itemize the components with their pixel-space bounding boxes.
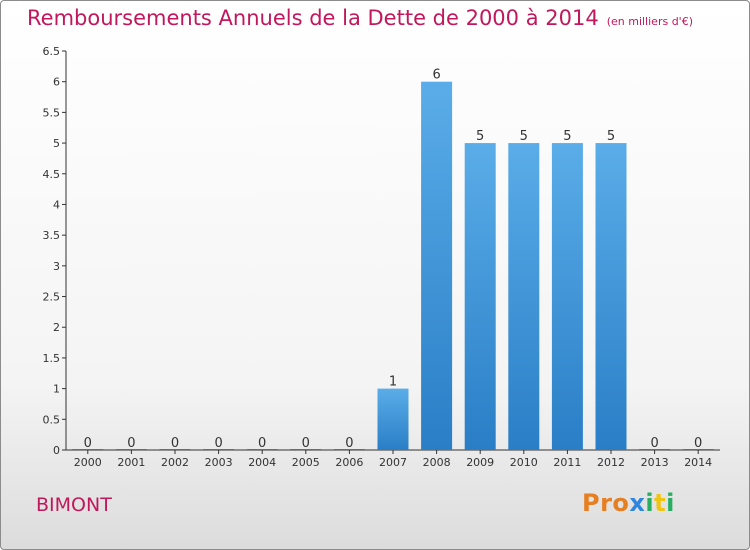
- y-tick-label: 3: [53, 260, 60, 273]
- bar: [377, 388, 409, 450]
- bar-value-label: 0: [258, 436, 266, 451]
- bar: [421, 81, 453, 450]
- bar-value-label: 0: [302, 436, 310, 451]
- bar: [115, 449, 147, 450]
- bar-value-label: 5: [520, 129, 528, 144]
- proxiti-logo: Proxiti: [582, 489, 675, 517]
- bar-value-label: 5: [607, 129, 615, 144]
- x-tick-label: 2000: [74, 456, 102, 469]
- bar-value-label: 0: [214, 436, 222, 451]
- bar: [159, 449, 191, 450]
- x-tick-label: 2004: [248, 456, 276, 469]
- bar: [639, 449, 671, 450]
- bar: [203, 449, 235, 450]
- x-tick-label: 2009: [466, 456, 494, 469]
- bar: [551, 143, 583, 451]
- bar: [595, 143, 627, 451]
- y-tick-label: 1: [53, 383, 60, 396]
- y-tick-label: 4: [53, 198, 60, 211]
- bar-value-label: 0: [345, 436, 353, 451]
- y-tick-label: 6: [53, 76, 60, 89]
- x-tick-label: 2014: [684, 456, 712, 469]
- bar-value-label: 0: [127, 436, 135, 451]
- chart-title-main: Remboursements Annuels de la Dette de 20…: [27, 6, 599, 30]
- x-tick-label: 2006: [335, 456, 363, 469]
- bar-value-label: 1: [389, 375, 397, 390]
- bar-value-label: 0: [650, 436, 658, 451]
- bar: [682, 449, 714, 450]
- y-tick-label: 6.5: [43, 45, 61, 58]
- bar: [508, 143, 540, 451]
- bar: [290, 449, 322, 450]
- bar: [246, 449, 278, 450]
- y-tick-label: 1.5: [43, 352, 61, 365]
- y-tick-label: 5.5: [43, 106, 61, 119]
- bar-value-label: 5: [563, 129, 571, 144]
- y-tick-label: 0: [53, 444, 60, 457]
- x-tick-label: 2003: [205, 456, 233, 469]
- chart-title: Remboursements Annuels de la Dette de 20…: [27, 6, 693, 30]
- y-tick-label: 0.5: [43, 413, 61, 426]
- x-tick-label: 2008: [423, 456, 451, 469]
- x-tick-label: 2011: [553, 456, 581, 469]
- bar-value-label: 6: [432, 68, 440, 83]
- bar-value-label: 0: [694, 436, 702, 451]
- x-tick-label: 2007: [379, 456, 407, 469]
- x-tick-label: 2012: [597, 456, 625, 469]
- y-tick-label: 3.5: [43, 229, 61, 242]
- bar-value-label: 0: [171, 436, 179, 451]
- y-tick-label: 5: [53, 137, 60, 150]
- bar-value-label: 0: [84, 436, 92, 451]
- x-tick-label: 2001: [117, 456, 145, 469]
- y-tick-label: 4.5: [43, 168, 61, 181]
- x-tick-label: 2010: [510, 456, 538, 469]
- x-tick-label: 2013: [641, 456, 669, 469]
- x-tick-label: 2002: [161, 456, 189, 469]
- y-tick-label: 2: [53, 321, 60, 334]
- chart-title-unit: (en milliers d'€): [606, 15, 693, 28]
- bar: [333, 449, 365, 450]
- y-tick-label: 2.5: [43, 291, 61, 304]
- bar-value-label: 5: [476, 129, 484, 144]
- bar: [464, 143, 496, 451]
- commune-name: BIMONT: [36, 494, 112, 516]
- bar: [72, 449, 104, 450]
- x-tick-label: 2005: [292, 456, 320, 469]
